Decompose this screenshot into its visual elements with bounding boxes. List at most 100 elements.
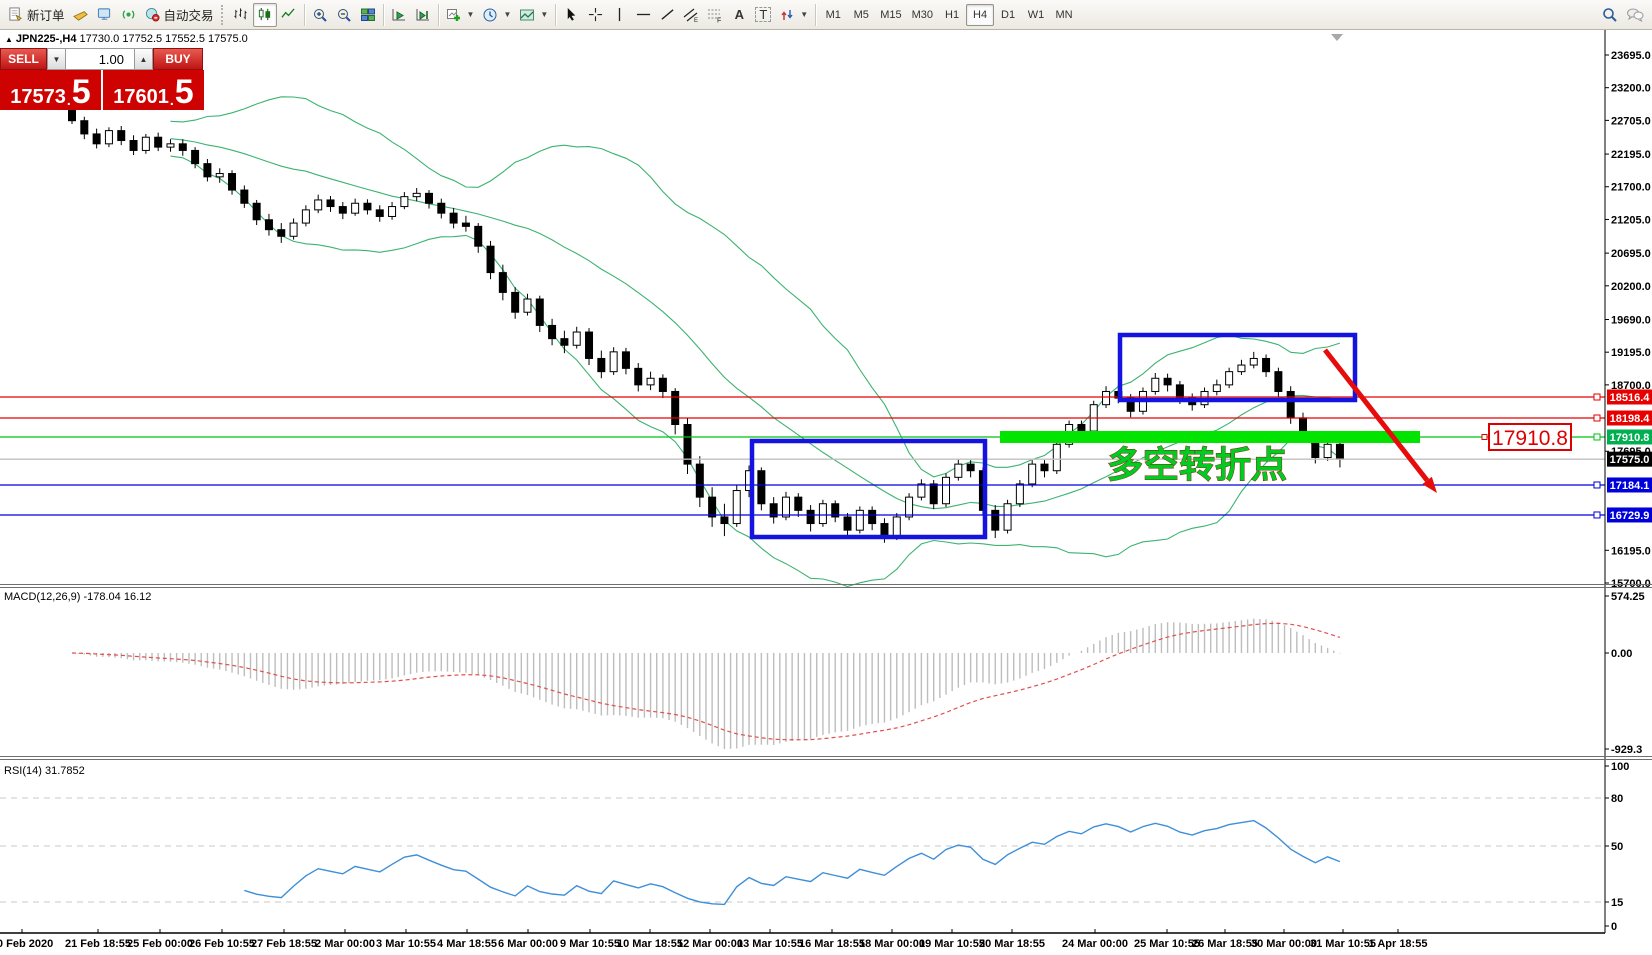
timeframe-mn[interactable]: MN [1055,8,1073,21]
candlestick-chart-icon [258,7,271,21]
buy-button[interactable]: BUY [153,48,203,70]
timeframe-m5[interactable]: M5 [853,8,869,21]
timeframe-group: M1 M5 M15 M30 H1 H4 D1 W1 MN [819,3,1078,26]
toolbar-grip[interactable] [220,4,226,25]
volume-input[interactable] [66,48,134,70]
crosshair-tool-button[interactable] [583,3,607,27]
autotrading-icon [145,7,160,22]
macd-label: MACD(12,26,9) -178.04 16.12 [4,591,151,603]
new-order-button[interactable]: 新订单 [4,3,69,27]
timeframe-h1[interactable]: H1 [945,8,960,21]
volume-decrease-button[interactable]: ▼ [47,48,66,70]
time-tick-label: 25 Mar 10:55 [1134,938,1200,950]
time-tick-label: 2 Mar 00:00 [315,938,375,950]
rsi-tick: 100 [1611,761,1629,773]
sell-price-display[interactable]: 17573. 5 [0,70,101,110]
time-tick-label: 13 Mar 10:55 [737,938,803,950]
chart-drawings[interactable]: 多空转折点 17910.8 [749,332,1572,540]
auto-scroll-icon [392,8,405,20]
vertical-line-tool-button[interactable] [607,3,631,27]
chart-shift-button[interactable] [69,3,93,27]
toolbar-separator [815,3,817,26]
time-tick-label: 6 Mar 00:00 [498,938,558,950]
text-label-tool-button[interactable]: T [751,3,775,27]
sell-button[interactable]: SELL [0,48,47,70]
buy-price-main: 17601 [113,86,169,108]
dropdown-caret-icon: ▼ [540,10,549,19]
level-anchor [1593,433,1601,441]
cursor-tool-button[interactable] [559,3,583,27]
timeframe-d1[interactable]: D1 [1001,8,1016,21]
symbol-marker-icon: ▲ [5,35,13,44]
timeframe-w1[interactable]: W1 [1027,8,1045,21]
time-tick-label: 21 Feb 18:55 [65,938,131,950]
volume-increase-button[interactable]: ▲ [134,48,153,70]
equidistant-channel-icon: E [683,8,698,23]
svg-text:18198.4: 18198.4 [1610,413,1651,425]
price-levels[interactable] [0,393,1605,519]
time-tick-label: 27 Feb 18:55 [251,938,317,950]
text-tool-button[interactable]: A [727,3,751,27]
toolbar-separator [555,3,557,26]
fibonacci-tool-button[interactable]: F [703,3,727,27]
level-anchor [1593,511,1601,519]
auto-scroll-button[interactable] [387,3,411,27]
arrows-tool-button[interactable]: ▼ [775,3,812,27]
trendline-tool-button[interactable] [655,3,679,27]
turning-point-annotation: 多空转折点 [1107,444,1287,485]
bollinger-bands [170,96,1341,588]
time-tick-label: 12 Mar 00:00 [677,938,743,950]
macd-tick: -929.3 [1611,744,1642,756]
timeframe-m1[interactable]: M1 [825,8,841,21]
level-anchor [1593,414,1601,422]
price-pill-17910.8 [1607,429,1652,445]
sell-arrow [1323,348,1430,482]
timeframe-m15[interactable]: M15 [880,8,902,21]
price-tick: 15700.0 [1611,578,1651,590]
price-pill-16729.9 [1607,507,1652,523]
price-tick: 23200.0 [1611,83,1651,95]
timeframe-m30[interactable]: M30 [911,8,934,21]
price-tick: 20695.0 [1611,248,1651,260]
price-tick: 21205.0 [1611,214,1651,226]
cursor-icon [567,7,576,21]
time-tick-label: 31 Mar 10:55 [1310,938,1376,950]
zoom-in-button[interactable] [308,3,332,27]
timeframe-h4[interactable]: H4 [966,3,995,26]
autotrading-button[interactable]: 自动交易 [141,3,218,27]
dropdown-caret-icon: ▼ [466,10,475,19]
new-chart-button[interactable]: ▼ [442,3,479,27]
price-pill-17575.0 [1607,451,1652,467]
channel-tool-button[interactable]: E [679,3,703,27]
zoom-out-button[interactable] [332,3,356,27]
bar-chart-button[interactable] [229,3,253,27]
price-tick: 22705.0 [1611,115,1651,127]
price-tick: 19690.0 [1611,314,1651,326]
chat-button[interactable] [1622,3,1648,27]
time-tick-label: 3 Mar 10:55 [376,938,436,950]
buy-price-display[interactable]: 17601. 5 [103,70,204,110]
crosshair-icon [588,7,602,22]
horizontal-line-tool-button[interactable] [631,3,655,27]
tile-windows-button[interactable] [356,3,380,27]
time-tick-label: 16 Mar 18:55 [799,938,865,950]
market-watch-button[interactable] [93,3,117,27]
price-chart[interactable]: 多空转折点 17910.8 23695.0 23200.0 22705.0 22195.0… [0,30,1652,955]
periods-button[interactable]: ▼ [478,3,515,27]
main-toolbar: 新订单 自动交易 ▼ ▼ [0,0,1652,30]
candlestick-chart-button[interactable] [252,2,277,27]
signals-button[interactable] [117,3,141,27]
zoom-out-icon [337,8,351,22]
scroll-position-marker [1331,34,1343,41]
templates-button[interactable]: ▼ [515,3,552,27]
macd-panel: MACD(12,26,9) -178.04 16.12 574.25 0.00 -92… [4,591,1645,756]
level-anchor [1593,481,1601,489]
turning-point-bar [1000,430,1420,443]
price-tick: 22195.0 [1611,149,1651,161]
line-chart-button[interactable] [277,3,301,27]
search-button[interactable] [1598,3,1622,27]
chart-shift-end-button[interactable] [411,3,435,27]
price-tick: 16195.0 [1611,545,1651,557]
price-axis[interactable]: 23695.0 23200.0 22705.0 22195.0 21700.0 21205… [1604,30,1652,933]
